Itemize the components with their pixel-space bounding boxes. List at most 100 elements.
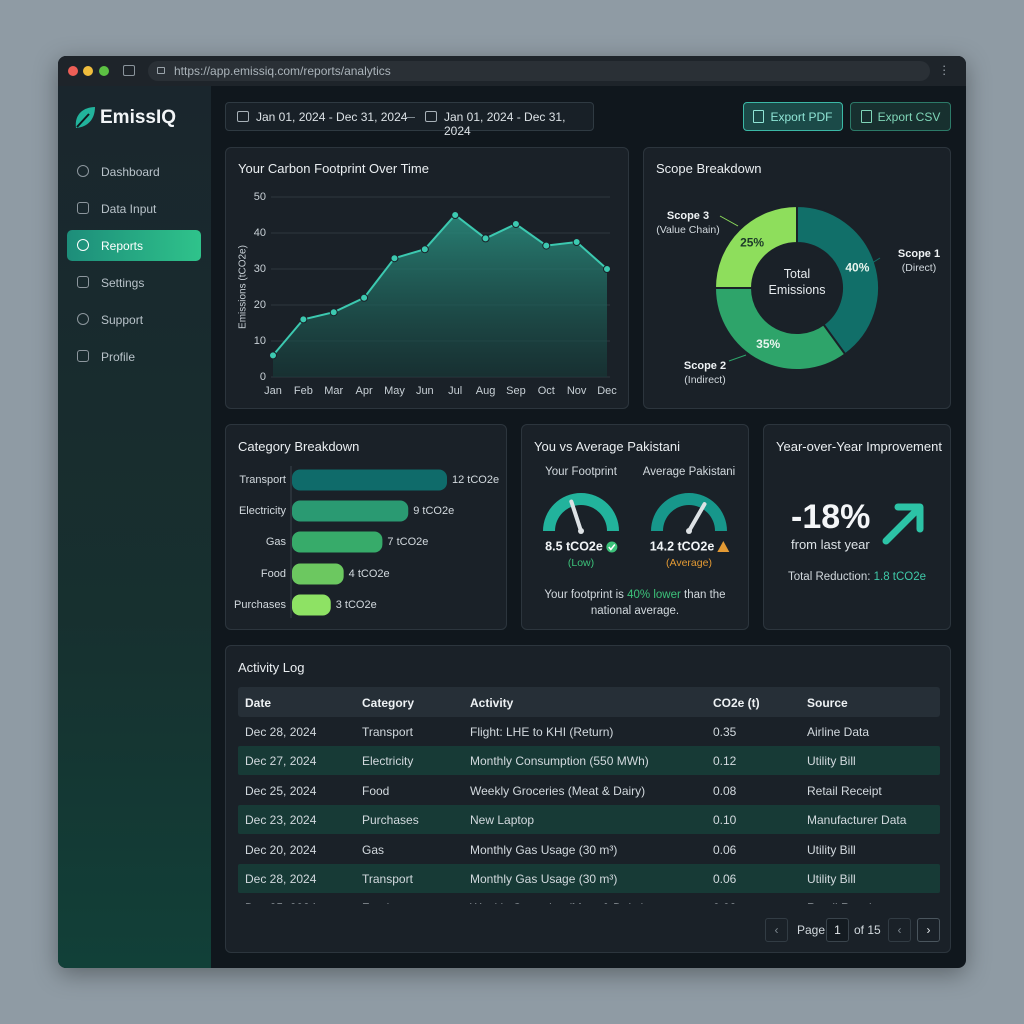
table-row: Dec 25, 2024 Food Weekly Groceries (Meat &… xyxy=(238,776,940,805)
category-card: Category Breakdown xyxy=(225,424,507,630)
sidebar-toggle[interactable] xyxy=(123,65,135,76)
column-header: Source xyxy=(807,696,848,710)
date-range-start[interactable]: Jan 01, 2024 - Dec 31, 2024 xyxy=(256,110,408,124)
table-cell: Retail Receipt xyxy=(807,901,882,904)
trend-arrow xyxy=(882,503,924,545)
nav-item[interactable]: Settings xyxy=(67,267,201,298)
table-cell: 0.10 xyxy=(713,813,737,828)
yoy-value: -18% xyxy=(791,498,871,536)
yoy-card: Year-over-Year Improvement -18% from las… xyxy=(763,424,951,630)
nav-item[interactable]: Data Input xyxy=(67,193,201,224)
export-pdf-label: Export PDF xyxy=(770,109,833,124)
table-cell: Dec 28, 2024 xyxy=(245,725,317,739)
nav-icon xyxy=(77,239,89,251)
calendar-icon xyxy=(425,111,437,122)
logo-icon xyxy=(75,107,95,128)
nav-item[interactable]: Dashboard xyxy=(67,156,201,187)
table-cell: Dec 25, 2024 xyxy=(245,901,316,904)
table-cell: Dec 20, 2024 xyxy=(245,842,317,857)
title-bar: https://app.emissiq.com/reports/analytic… xyxy=(58,56,966,86)
nav-icon xyxy=(77,313,89,325)
note-text: than the national average. xyxy=(590,589,726,617)
table-cell: Manufacturer Data xyxy=(807,813,907,828)
reduction-value: 1.8 tCO2e xyxy=(873,571,927,583)
close-dot[interactable] xyxy=(68,66,78,76)
nav-icon xyxy=(77,276,89,288)
table-cell: Weekly Groceries (Meat & Dairy) xyxy=(470,783,646,798)
table-cell: Transport xyxy=(362,872,413,886)
column-header: Activity xyxy=(470,696,514,710)
url-bar[interactable]: https://app.emissiq.com/reports/analytic… xyxy=(148,61,930,81)
nav-item[interactable]: Support xyxy=(67,304,201,335)
table-cell: Airline Data xyxy=(807,725,870,739)
nav-label: Support xyxy=(101,312,144,327)
page-total: of 15 xyxy=(854,923,881,937)
table-cell: 0.06 xyxy=(713,842,737,857)
table-row: Dec 28, 2024 Transport Monthly Gas Usage (… xyxy=(238,864,940,893)
column-header: Date xyxy=(245,696,272,710)
table-cell: 0.35 xyxy=(713,725,737,739)
file-icon xyxy=(860,110,872,123)
logo: EmissIQ xyxy=(100,107,177,128)
table-cell: Dec 27, 2024 xyxy=(245,754,317,769)
table-cell: Utility Bill xyxy=(807,842,856,857)
date-range-bar: Jan 01, 2024 - Dec 31, 2024 Jan 01, 2024… xyxy=(225,102,594,138)
nav-label: Dashboard xyxy=(101,164,160,179)
column-header: Category xyxy=(362,696,415,710)
table-cell: 0.08 xyxy=(713,783,737,798)
footprint-card: Your Carbon Footprint Over Time xyxy=(225,147,629,409)
prev-button[interactable]: ‹ xyxy=(888,918,911,942)
table-cell: 0.08 xyxy=(713,901,736,904)
date-separator xyxy=(405,117,415,118)
export-csv-label: Export CSV xyxy=(877,109,941,124)
date-range-end[interactable]: Jan 01, 2024 - Dec 31, 2024 xyxy=(444,110,566,138)
table-cell: Dec 23, 2024 xyxy=(245,813,317,828)
menu-icon[interactable]: · · · xyxy=(942,58,947,81)
calendar-icon xyxy=(237,111,249,122)
card-title: Your Carbon Footprint Over Time xyxy=(238,161,429,176)
table-cell: Monthly Gas Usage (30 m³) xyxy=(470,842,618,857)
nav-item[interactable]: Profile xyxy=(67,341,201,372)
total-reduction: Total Reduction: 1.8 tCO2e xyxy=(764,571,950,583)
minimize-dot[interactable] xyxy=(83,66,93,76)
table-cell: Food xyxy=(362,783,390,798)
yoy-caption: from last year xyxy=(791,537,870,552)
table-cell: 0.06 xyxy=(713,872,737,886)
table-cell: 0.12 xyxy=(713,754,737,769)
prev-page-button[interactable]: ‹ xyxy=(765,918,788,942)
table-cell: Electricity xyxy=(362,754,414,769)
table-row: Dec 25, 2024 Food Weekly Groceries (Meat &… xyxy=(238,893,940,904)
table-body: Dec 28, 2024 Transport Flight: LHE to KHI … xyxy=(238,717,940,904)
file-icon xyxy=(753,110,765,123)
nav-icon xyxy=(77,350,89,362)
nav-icon xyxy=(77,165,89,177)
next-button[interactable]: › xyxy=(917,918,940,942)
nav-label: Data Input xyxy=(101,201,157,216)
nav-item[interactable]: Reports xyxy=(67,230,201,261)
table-row: Dec 27, 2024 Electricity Monthly Consumpti… xyxy=(238,746,940,776)
table-row: Dec 20, 2024 Gas Monthly Gas Usage (30 m³)… xyxy=(238,835,940,864)
zoom-dot[interactable] xyxy=(99,66,109,76)
nav-icon xyxy=(77,202,89,214)
table-row: Dec 28, 2024 Transport Flight: LHE to KHI … xyxy=(238,717,940,746)
comparison-card: You vs Average Pakistani Your footprint … xyxy=(521,424,749,630)
column-header: CO2e (t) xyxy=(713,696,760,710)
table-cell: Utility Bill xyxy=(807,754,856,769)
table-cell: Monthly Consumption (550 MWh) xyxy=(470,754,649,769)
page-input[interactable]: 1 xyxy=(826,918,849,942)
export-pdf-button[interactable]: Export PDF xyxy=(743,102,843,131)
nav-label: Profile xyxy=(101,349,136,364)
table-cell: Dec 25, 2024 xyxy=(245,783,317,798)
nav-label: Reports xyxy=(101,238,144,253)
donut-center-label: Total Emissions xyxy=(768,267,826,297)
table-cell: Gas xyxy=(362,842,385,857)
nav-label: Settings xyxy=(101,275,145,290)
table-cell: Monthly Gas Usage (30 m³) xyxy=(470,872,618,886)
table-cell: Dec 28, 2024 xyxy=(245,872,317,886)
reduction-label: Total Reduction: xyxy=(787,571,874,583)
page-label: Page xyxy=(797,923,826,937)
lock-icon xyxy=(157,67,165,74)
export-csv-button[interactable]: Export CSV xyxy=(850,102,951,131)
table-cell: Purchases xyxy=(362,813,419,828)
